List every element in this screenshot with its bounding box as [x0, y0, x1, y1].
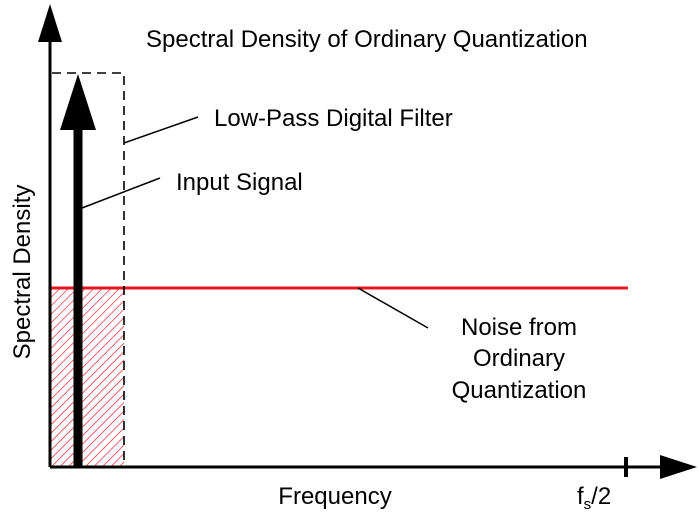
- filter-leader-line: [123, 116, 199, 144]
- noise-label-line2: Ordinary: [473, 345, 565, 372]
- x-axis-arrowhead: [660, 455, 697, 479]
- fs-half-base: f: [577, 483, 584, 510]
- noise-leader-line: [357, 287, 429, 329]
- input-signal-arrowhead: [60, 74, 96, 130]
- noise-label-line1: Noise from: [461, 314, 577, 341]
- y-axis-arrowhead: [38, 4, 62, 42]
- fs-half-tick-label: fs/2: [577, 483, 611, 513]
- fs-half-subscript: s: [584, 496, 592, 513]
- low-pass-filter-outline: [52, 72, 125, 467]
- y-axis-label: Spectral Density: [9, 185, 36, 360]
- signal-leader-line: [81, 177, 161, 209]
- signal-label: Input Signal: [176, 169, 303, 196]
- in-band-noise-region: [50, 288, 124, 467]
- noise-label-line3: Quantization: [452, 377, 587, 404]
- filter-label: Low-Pass Digital Filter: [214, 105, 453, 132]
- diagram-title: Spectral Density of Ordinary Quantizatio…: [146, 26, 588, 53]
- x-axis-label: Frequency: [278, 483, 391, 510]
- fs-half-suffix: /2: [591, 483, 611, 510]
